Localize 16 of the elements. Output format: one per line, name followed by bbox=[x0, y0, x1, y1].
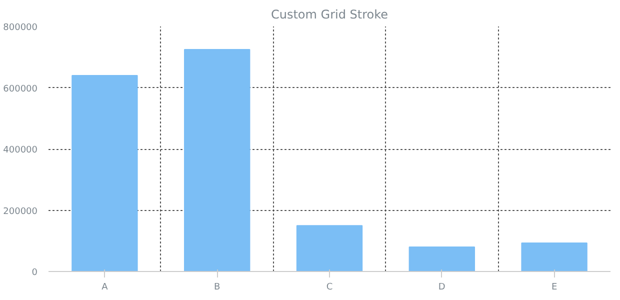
y-tick-label: 200000 bbox=[3, 206, 38, 217]
x-tick-label: E bbox=[551, 282, 558, 292]
bar bbox=[408, 246, 475, 272]
bar bbox=[521, 242, 588, 272]
x-tick-label: C bbox=[326, 282, 333, 292]
bar bbox=[184, 48, 250, 272]
x-tick-label: D bbox=[438, 282, 446, 292]
x-tick-label: B bbox=[214, 282, 220, 292]
bar bbox=[72, 75, 138, 272]
y-tick-label: 600000 bbox=[3, 84, 38, 94]
y-tick-label: 400000 bbox=[3, 146, 38, 156]
y-tick-label: 0 bbox=[32, 268, 38, 278]
x-tick-label: A bbox=[102, 282, 109, 292]
bar bbox=[296, 225, 363, 272]
y-tick-label: 800000 bbox=[3, 23, 38, 33]
chart-title: Custom Grid Stroke bbox=[270, 8, 388, 22]
